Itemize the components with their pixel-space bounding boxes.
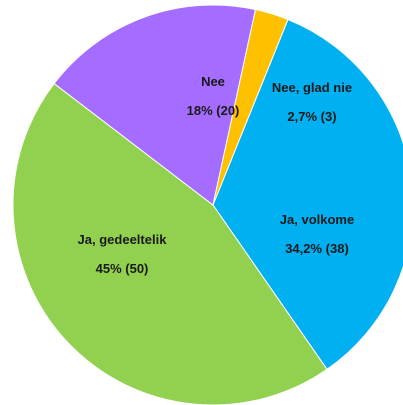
slice-value-label: 45% (50) [96, 261, 149, 276]
pie-slice-nee [53, 4, 257, 206]
slice-category-label: Ja, volkome [280, 212, 354, 227]
slice-value-label: 2,7% (3) [287, 109, 336, 124]
pie-slices [12, 4, 403, 405]
slice-category-label: Ja, gedeeltelik [78, 232, 168, 247]
pie-slice-nee-glad-nie [212, 8, 289, 206]
pie-slice-ja-gedeeltelik [12, 82, 328, 405]
slice-category-label: Nee, glad nie [272, 80, 352, 95]
slice-category-label: Nee [201, 74, 225, 89]
slice-value-label: 18% (20) [187, 103, 240, 118]
slice-value-label: 34,2% (38) [285, 241, 349, 256]
pie-labels: Ja, volkome 34,2% (38) Ja, gedeeltelik 45% … [78, 74, 355, 276]
pie-slice-ja-volkome [212, 18, 403, 371]
